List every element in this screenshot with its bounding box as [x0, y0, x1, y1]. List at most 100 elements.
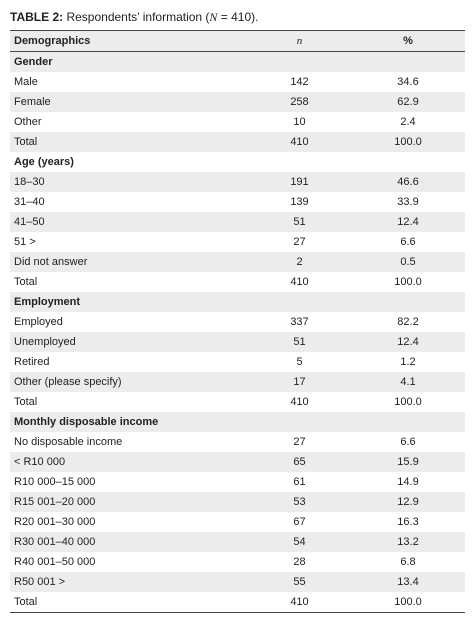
section-title: Gender — [10, 51, 465, 72]
percent-cell: 12.4 — [351, 332, 465, 352]
count-cell: 55 — [248, 572, 351, 592]
header-cell: n — [248, 30, 351, 52]
percent-cell: 100.0 — [394, 276, 422, 288]
percent-cell: 100.0 — [394, 596, 422, 608]
count-cell: 5 — [296, 356, 303, 368]
row-label: R30 001–40 000 — [10, 532, 248, 552]
table-row: R15 001–20 000 53 12.9 — [10, 492, 465, 512]
percent-cell: 14.9 — [397, 476, 419, 488]
percent-cell: 4.1 — [351, 372, 465, 392]
table-row: < R10 000 65 15.9 — [10, 452, 465, 472]
table-row: Male 142 34.6 — [10, 72, 465, 92]
table-row: Did not answer 2 0.5 — [10, 252, 465, 272]
table-row: 31–40 139 33.9 — [10, 192, 465, 212]
row-label: Total — [14, 596, 38, 608]
header-row: Demographics n % — [10, 30, 465, 52]
table-row: Total 410 100.0 — [10, 132, 465, 152]
table-row: Age (years) — [10, 152, 465, 172]
percent-cell: 12.4 — [351, 212, 465, 232]
percent-cell: 1.2 — [400, 356, 416, 368]
count-cell: 191 — [248, 172, 351, 192]
percent-cell: 100.0 — [351, 132, 465, 152]
row-label: R40 001–50 000 — [14, 556, 96, 568]
row-label: R10 000–15 000 — [14, 476, 96, 488]
caption-text: = 410). — [217, 10, 259, 24]
percent-cell: 13.2 — [351, 532, 465, 552]
table: Demographics n % Gender Male 142 34.6 Female… — [10, 30, 465, 613]
count-cell: 410 — [290, 396, 309, 408]
table-row: Other (please specify) 17 4.1 — [10, 372, 465, 392]
count-cell: 51 — [248, 212, 351, 232]
row-label: Employed — [14, 316, 63, 328]
section-title: Monthly disposable income — [10, 412, 465, 432]
row-label: Retired — [14, 356, 50, 368]
count-cell: 139 — [290, 196, 309, 208]
table-row: Monthly disposable income — [10, 412, 465, 432]
percent-cell: 82.2 — [397, 316, 419, 328]
table-row: Employment — [10, 292, 465, 312]
header-cell: Demographics — [10, 30, 248, 52]
percent-cell: 6.8 — [400, 556, 416, 568]
row-label: Other — [14, 116, 42, 128]
count-cell: 17 — [248, 372, 351, 392]
table-row: Total 410 100.0 — [10, 392, 465, 412]
row-label: Total — [10, 132, 248, 152]
percent-cell: 6.6 — [400, 236, 416, 248]
row-label: < R10 000 — [10, 452, 248, 472]
table-row: Unemployed 51 12.4 — [10, 332, 465, 352]
row-label: 31–40 — [14, 196, 45, 208]
row-label: 51 > — [14, 236, 36, 248]
count-cell: 337 — [290, 316, 309, 328]
count-cell: 410 — [290, 276, 309, 288]
table-row: 41–50 51 12.4 — [10, 212, 465, 232]
table-row: Female 258 62.9 — [10, 92, 465, 112]
table-body: Gender Male 142 34.6 Female 258 62.9 Other 10 2.4… — [10, 51, 465, 613]
table-row: R30 001–40 000 54 13.2 — [10, 532, 465, 552]
count-cell: 61 — [293, 476, 306, 488]
percent-cell: 2.4 — [400, 116, 416, 128]
section-title: Age (years) — [14, 156, 74, 168]
table-row: Total 410 100.0 — [10, 272, 465, 292]
row-label: R20 001–30 000 — [14, 516, 96, 528]
percent-cell: 6.6 — [400, 436, 416, 448]
percent-cell: 0.5 — [351, 252, 465, 272]
count-cell: 51 — [248, 332, 351, 352]
count-cell: 258 — [248, 92, 351, 112]
caption-symbol: N — [209, 10, 218, 24]
row-label: Female — [10, 92, 248, 112]
count-cell: 53 — [248, 492, 351, 512]
percent-cell: 33.9 — [397, 196, 419, 208]
count-cell: 27 — [293, 436, 306, 448]
table-row: Employed 337 82.2 — [10, 312, 465, 332]
row-label: Total — [14, 396, 38, 408]
count-cell: 410 — [248, 132, 351, 152]
row-label: Unemployed — [10, 332, 248, 352]
row-label: Total — [14, 276, 38, 288]
table-row: Total 410 100.0 — [10, 592, 465, 613]
caption-label: TABLE 2: — [10, 10, 64, 24]
row-label: Male — [14, 76, 38, 88]
count-cell: 10 — [293, 116, 306, 128]
table-row: R40 001–50 000 28 6.8 — [10, 552, 465, 572]
section-title: Employment — [10, 292, 465, 312]
count-cell: 28 — [293, 556, 306, 568]
row-label: 18–30 — [10, 172, 248, 192]
table-row: R20 001–30 000 67 16.3 — [10, 512, 465, 532]
row-label: R50 001 > — [10, 572, 248, 592]
table-row: Gender — [10, 51, 465, 72]
percent-cell: 12.9 — [351, 492, 465, 512]
count-cell: 142 — [290, 76, 309, 88]
percent-cell: 15.9 — [351, 452, 465, 472]
caption-text: Respondents’ information ( — [66, 10, 210, 24]
table-row: Other 10 2.4 — [10, 112, 465, 132]
percent-cell: 46.6 — [351, 172, 465, 192]
table-row: 18–30 191 46.6 — [10, 172, 465, 192]
table-row: R10 000–15 000 61 14.9 — [10, 472, 465, 492]
table-row: No disposable income 27 6.6 — [10, 432, 465, 452]
count-cell: 2 — [248, 252, 351, 272]
count-cell: 27 — [293, 236, 306, 248]
row-label: R15 001–20 000 — [10, 492, 248, 512]
caption: TABLE 2: Respondents’ information (N = 4… — [10, 10, 258, 25]
percent-cell: 16.3 — [397, 516, 419, 528]
